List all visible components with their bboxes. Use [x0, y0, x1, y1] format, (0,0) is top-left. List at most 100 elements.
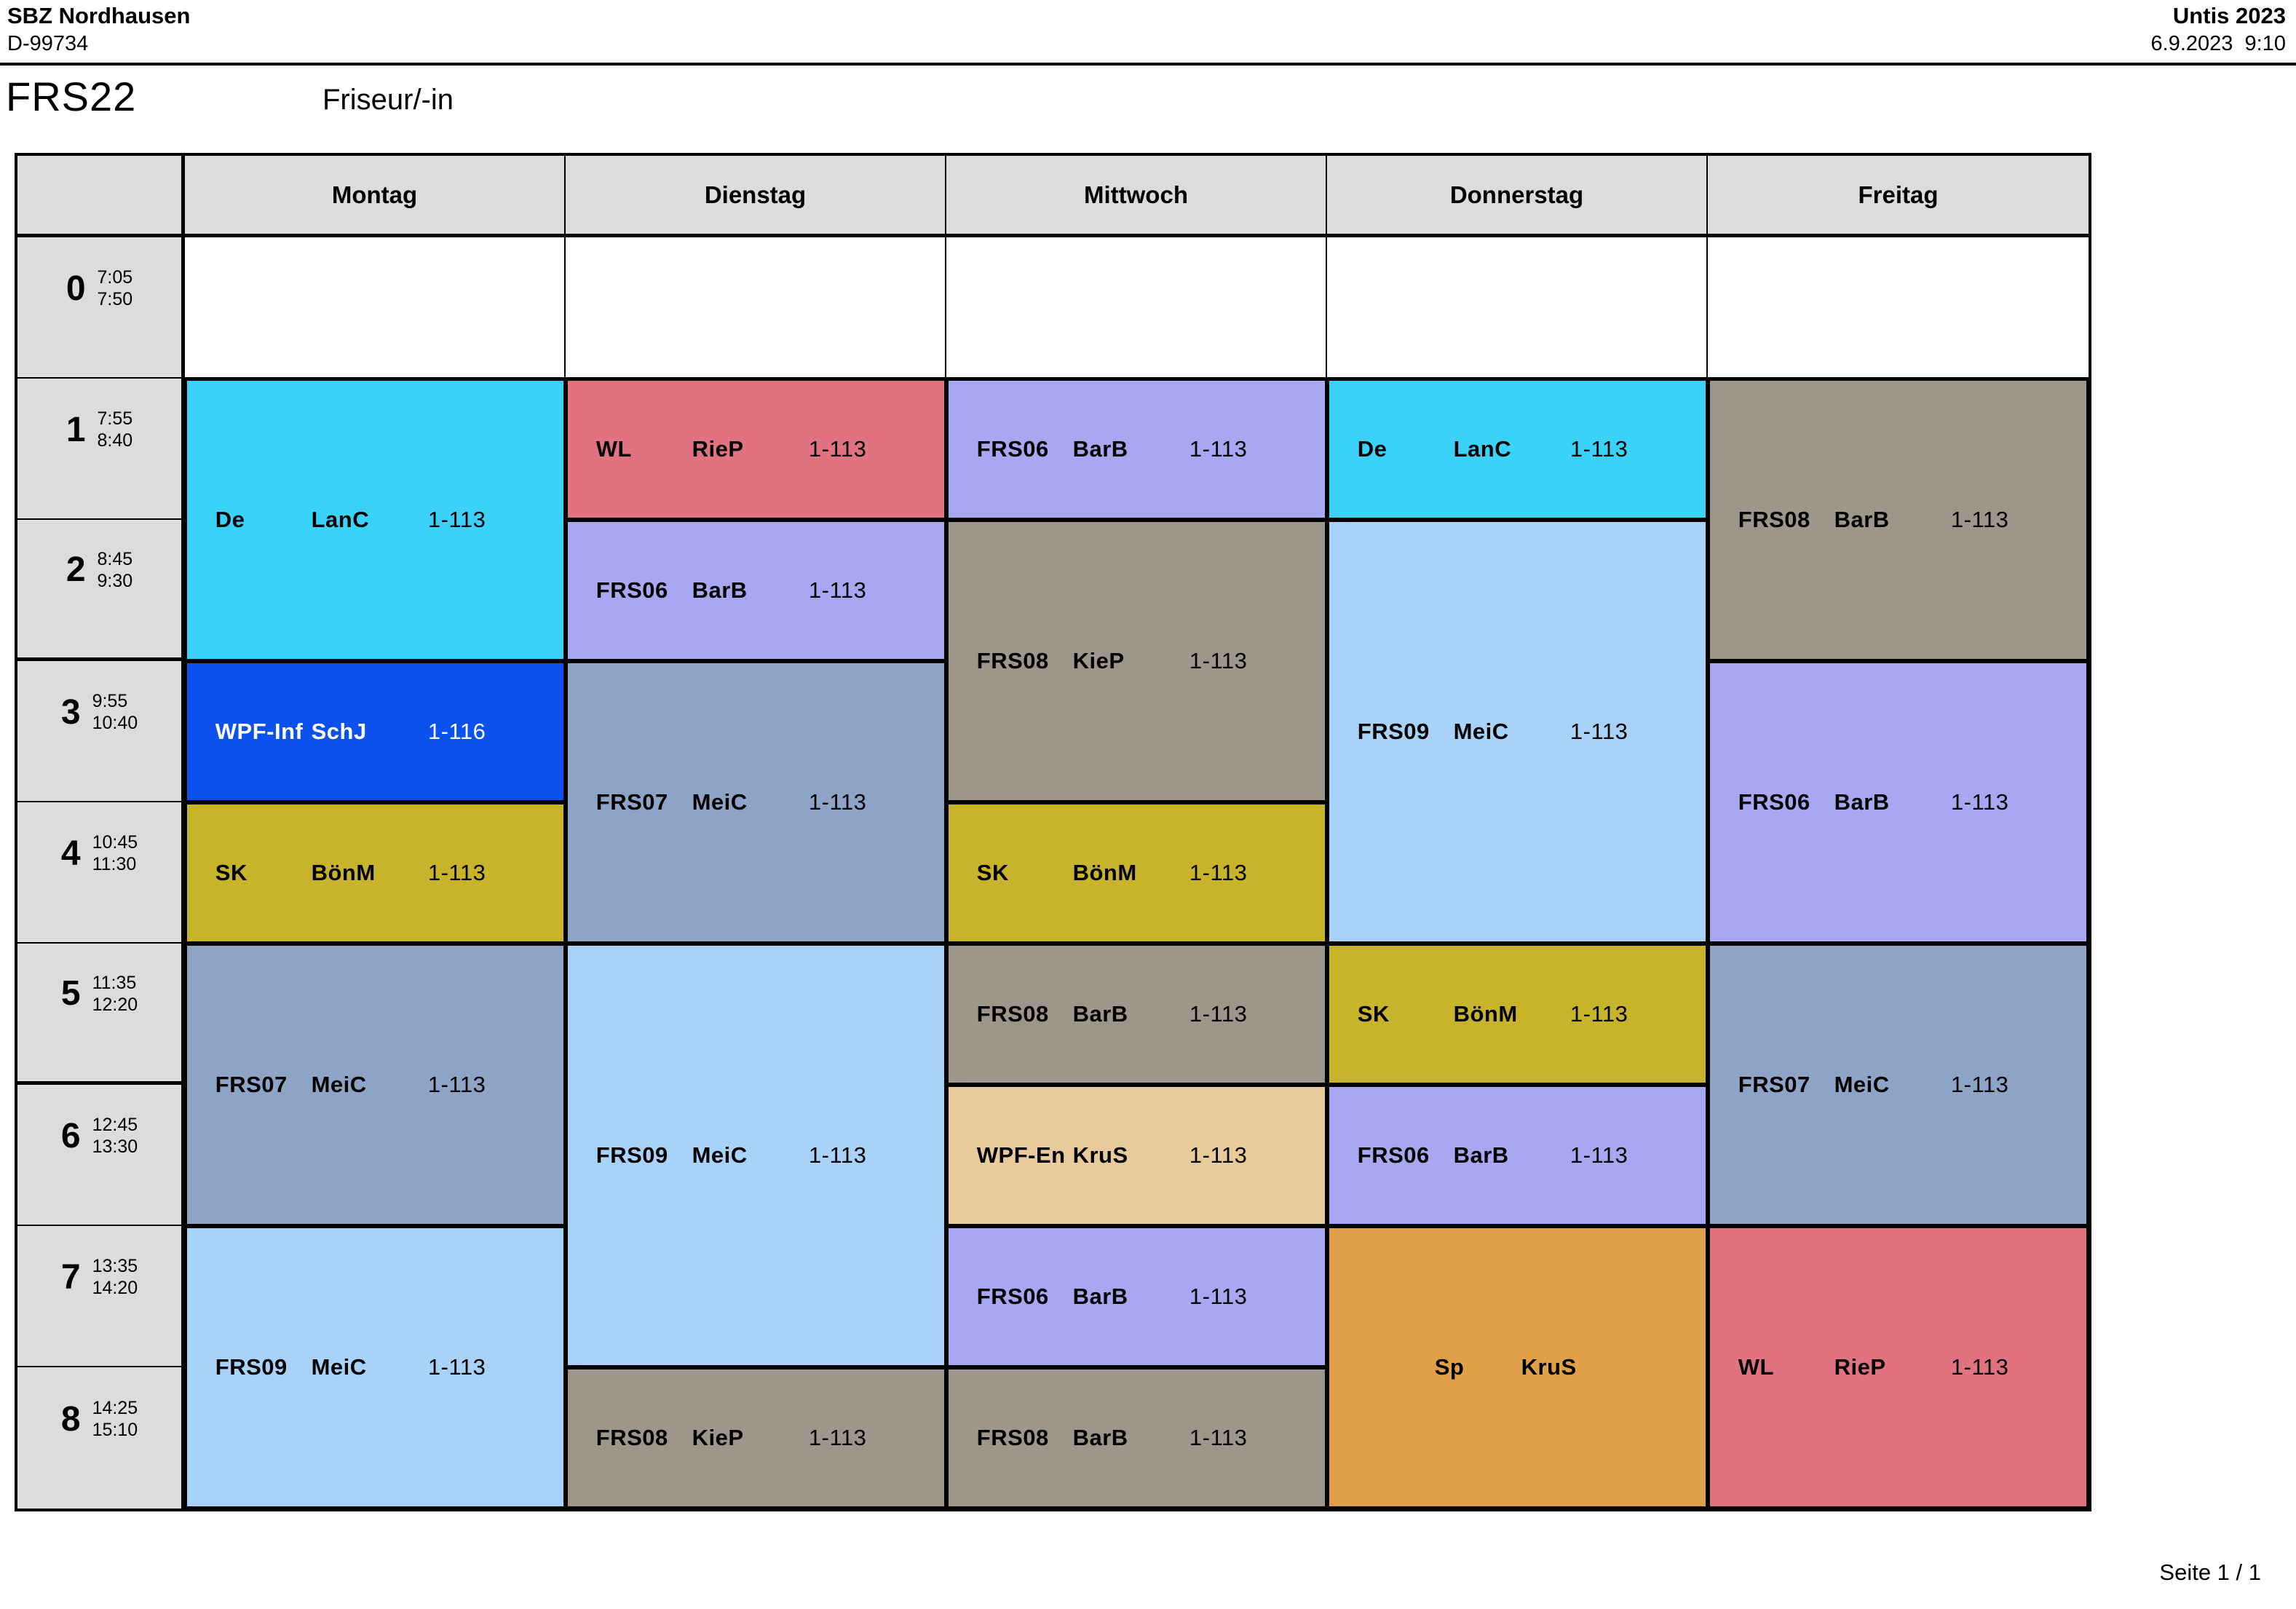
lesson-teacher: KruS — [1072, 1142, 1128, 1168]
lesson-block: FRS08 BarB 1-113 — [946, 1367, 1327, 1509]
lesson-block: WPF-Inf SchJ 1-116 — [185, 661, 566, 802]
page-number: Seite 1 / 1 — [2159, 1559, 2261, 1585]
lesson-teacher: BarB — [692, 577, 748, 603]
period-number: 6 — [60, 1116, 81, 1155]
period-cell: 8 14:25 15:10 — [17, 1367, 185, 1509]
corner-cell — [17, 156, 185, 237]
lesson-room: 1-113 — [427, 507, 486, 532]
lesson-teacher: BönM — [311, 860, 376, 885]
period-cell: 4 10:45 11:30 — [17, 802, 185, 944]
lesson-room: 1-113 — [1569, 1001, 1628, 1027]
lesson-block: FRS07 MeiC 1-113 — [185, 944, 566, 1226]
lesson-subject: De — [1357, 436, 1388, 462]
lesson-subject: FRS09 — [215, 1354, 288, 1380]
day-header-label: Mittwoch — [1084, 181, 1188, 208]
lesson-subject: FRS07 — [1738, 1072, 1810, 1097]
class-code: FRS22 — [6, 74, 137, 119]
empty-slot — [946, 237, 1327, 379]
lesson-subject: WL — [1738, 1354, 1774, 1380]
lesson-teacher: LanC — [311, 507, 370, 532]
lesson-room: 1-113 — [808, 789, 867, 815]
period-end-time: 10:40 — [92, 713, 138, 733]
period-end-time: 15:10 — [92, 1420, 138, 1440]
period-start-time: 8:45 — [97, 548, 133, 569]
lesson-subject: FRS08 — [1738, 507, 1810, 532]
lesson-room: 1-113 — [1189, 1284, 1248, 1309]
lesson-block: FRS06 BarB 1-113 — [566, 520, 946, 661]
lesson-teacher: RieP — [1834, 1354, 1886, 1380]
period-number: 3 — [60, 692, 81, 732]
period-end-time: 13:30 — [92, 1136, 138, 1157]
lesson-subject: WL — [595, 436, 632, 462]
lesson-subject: SK — [976, 860, 1009, 885]
lesson-teacher: MeiC — [1834, 1072, 1890, 1097]
period-number: 8 — [60, 1399, 81, 1439]
period-cell: 6 12:45 13:30 — [17, 1085, 185, 1226]
period-start-time: 14:25 — [92, 1398, 138, 1418]
lesson-block: SK BönM 1-113 — [185, 802, 566, 944]
lesson-block: De LanC 1-113 — [185, 379, 566, 661]
lesson-block: FRS07 MeiC 1-113 — [566, 661, 946, 944]
lesson-block: FRS06 BarB 1-113 — [1708, 661, 2089, 944]
period-end-time: 8:40 — [97, 430, 133, 451]
lesson-teacher: KruS — [1521, 1354, 1577, 1380]
lesson-room: 1-113 — [808, 577, 867, 603]
lesson-teacher: BarB — [1072, 1284, 1128, 1309]
lesson-block: FRS06 BarB 1-113 — [1327, 1085, 1708, 1226]
lesson-block: Sp KruS — [1327, 1226, 1708, 1509]
timetable: Montag Dienstag Mittwoch Donnerstag Frei… — [15, 153, 2091, 1511]
lesson-subject: WPF-En — [976, 1142, 1066, 1168]
day-header-label: Dienstag — [704, 181, 807, 208]
header-divider — [0, 63, 2296, 66]
lesson-block: WPF-En KruS 1-113 — [946, 1085, 1327, 1226]
period-start-time: 13:35 — [92, 1256, 138, 1276]
lesson-subject: FRS06 — [595, 577, 668, 603]
lesson-room: 1-113 — [808, 436, 867, 462]
empty-slot — [1327, 237, 1708, 379]
period-cell: 2 8:45 9:30 — [17, 520, 185, 661]
period-cell: 5 11:35 12:20 — [17, 944, 185, 1085]
period-cell: 1 7:55 8:40 — [17, 379, 185, 520]
lesson-teacher: MeiC — [692, 789, 748, 815]
day-header-label: Montag — [331, 181, 418, 208]
lesson-block: FRS06 BarB 1-113 — [946, 1226, 1327, 1367]
period-start-time: 12:45 — [92, 1115, 138, 1135]
lesson-block: FRS08 BarB 1-113 — [1708, 379, 2089, 661]
lesson-block: FRS08 BarB 1-113 — [946, 944, 1327, 1085]
day-header-montag: Montag — [185, 156, 566, 237]
lesson-teacher: BönM — [1072, 860, 1137, 885]
lesson-subject: FRS08 — [595, 1425, 668, 1450]
day-header-dienstag: Dienstag — [566, 156, 946, 237]
lesson-teacher: MeiC — [1453, 719, 1509, 744]
lesson-subject: FRS08 — [976, 1001, 1049, 1027]
day-header-label: Freitag — [1858, 181, 1939, 208]
lesson-teacher: MeiC — [311, 1072, 367, 1097]
lesson-subject: SK — [1357, 1001, 1390, 1027]
lesson-block: FRS09 MeiC 1-113 — [185, 1226, 566, 1509]
lesson-teacher: BarB — [1072, 1425, 1128, 1450]
period-number: 7 — [60, 1257, 81, 1297]
lesson-subject: FRS08 — [976, 648, 1049, 673]
period-cell: 7 13:35 14:20 — [17, 1226, 185, 1367]
lesson-room: 1-113 — [427, 860, 486, 885]
period-start-time: 10:45 — [92, 832, 138, 853]
lesson-teacher: BönM — [1453, 1001, 1518, 1027]
lesson-teacher: BarB — [1834, 789, 1890, 815]
lesson-subject: FRS06 — [976, 1284, 1049, 1309]
lesson-subject: FRS06 — [976, 436, 1049, 462]
lesson-teacher: BarB — [1834, 507, 1890, 532]
lesson-room: 1-113 — [427, 1354, 486, 1380]
lesson-subject: FRS09 — [595, 1142, 668, 1168]
lesson-teacher: SchJ — [311, 719, 367, 744]
period-end-time: 7:50 — [97, 289, 133, 309]
lesson-block: FRS08 KieP 1-113 — [566, 1367, 946, 1509]
lesson-block: FRS09 MeiC 1-113 — [566, 944, 946, 1367]
school-id: D-99734 — [7, 32, 89, 55]
lesson-room: 1-113 — [1569, 719, 1628, 744]
lesson-block: De LanC 1-113 — [1327, 379, 1708, 520]
lesson-room: 1-113 — [1189, 1142, 1248, 1168]
lesson-teacher: BarB — [1072, 1001, 1128, 1027]
school-name: SBZ Nordhausen — [7, 3, 191, 28]
lesson-teacher: BarB — [1072, 436, 1128, 462]
